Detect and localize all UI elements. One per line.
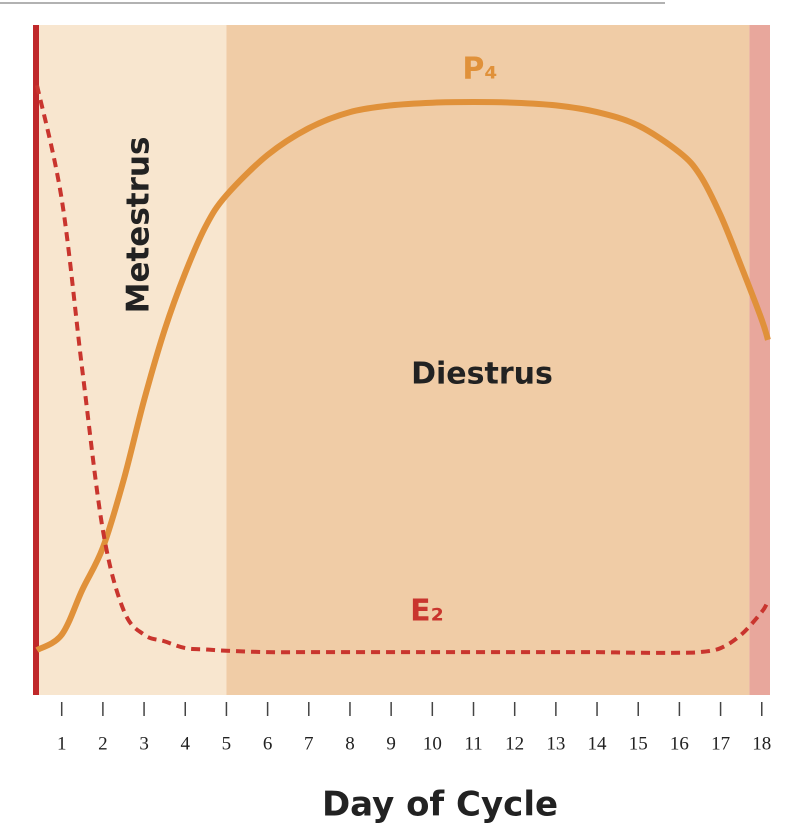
x-tick-label: 11 <box>464 733 482 754</box>
series-label: P₄ <box>462 52 497 87</box>
x-tick-label: 7 <box>304 733 314 754</box>
x-tick-label: 4 <box>180 733 190 754</box>
x-tick-label: 10 <box>423 733 442 754</box>
x-axis: 1 2 3 4 5 6 7 8 9 10 11 12 13 14 15 16 17 18 <box>57 702 771 754</box>
x-tick-label: 12 <box>505 733 524 754</box>
x-tick-label: 9 <box>386 733 396 754</box>
x-tick-label: 2 <box>98 733 108 754</box>
series-line <box>35 84 770 655</box>
regions: Metestrus Diestrus <box>37 25 770 695</box>
x-tick-label: 15 <box>629 733 648 754</box>
x-tick-label: 6 <box>263 733 273 754</box>
x-tick-label: 5 <box>222 733 232 754</box>
x-tick-label: 3 <box>139 733 149 754</box>
phase-label: Diestrus <box>411 357 553 392</box>
x-tick-label: 17 <box>711 733 730 754</box>
x-tick-label: 8 <box>345 733 355 754</box>
series-line <box>35 99 771 653</box>
x-tick-label: 16 <box>670 733 689 754</box>
left-bar <box>33 25 39 695</box>
x-tick-label: 14 <box>588 733 608 754</box>
x-tick-label: 13 <box>546 733 565 754</box>
series-label: E₂ <box>410 594 444 629</box>
curves: P₄ E₂ <box>35 52 771 655</box>
phase-label: Metestrus <box>121 137 157 314</box>
phase-region <box>37 25 227 695</box>
phase-region <box>749 25 770 695</box>
x-tick-label: 18 <box>752 733 771 754</box>
x-axis-label: Day of Cycle <box>322 785 558 825</box>
x-tick-label: 1 <box>57 733 67 754</box>
